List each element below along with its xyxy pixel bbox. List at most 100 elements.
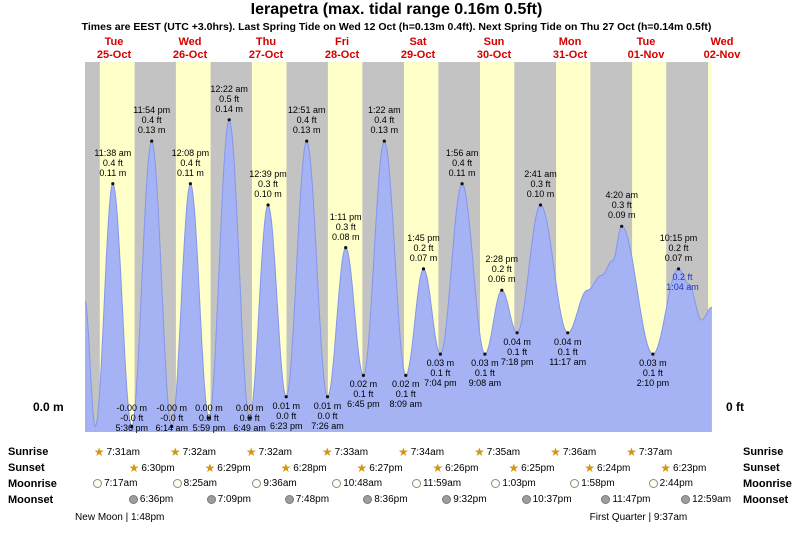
moonset-marker: 8:36pm	[363, 494, 408, 505]
high-tide-annotation: 1:45 pm 0.2 ft 0.07 m	[407, 232, 440, 263]
tide-extreme-dot	[566, 331, 570, 335]
moonset-icon	[128, 495, 138, 504]
sunrise-marker: ★ 7:33am	[322, 446, 368, 458]
moonset-marker: 7:48pm	[284, 494, 329, 505]
sunrise-marker: ★ 7:36am	[550, 446, 596, 458]
tide-extreme-dot	[651, 352, 655, 356]
high-tide-annotation: 10:15 pm 0.2 ft 0.07 m	[659, 232, 698, 263]
tide-extreme-dot	[344, 246, 348, 250]
moonset-icon	[521, 495, 531, 504]
y-axis-label-left: 0.0 m	[33, 400, 64, 414]
sunrise-star-icon: ★	[550, 445, 561, 459]
moonrise-marker: 1:58pm	[570, 478, 615, 489]
day-label: Tue 01-Nov	[627, 36, 665, 61]
sunset-time: 6:27pm	[369, 462, 403, 474]
tide-extreme-dot	[361, 373, 365, 377]
sunset-star-icon: ★	[128, 461, 140, 475]
sunrise-marker: ★ 7:32am	[246, 446, 292, 458]
low-tide-annotation: 0.04 m 0.1 ft 11:17 am	[549, 336, 587, 367]
sunset-marker: ★ 6:23pm	[660, 462, 706, 474]
sunrise-star-icon: ★	[245, 445, 257, 459]
moon-phase-event: New Moon | 1:48pm	[75, 512, 165, 523]
moonrise-time: 1:03pm	[502, 478, 536, 489]
low-tide-annotation: 0.03 m 0.1 ft 7:04 pm	[424, 358, 457, 389]
sunrise-marker: ★ 7:31am	[94, 446, 140, 458]
moonrise-icon	[252, 479, 262, 488]
moonrise-marker: 11:59am	[411, 478, 462, 489]
tide-extreme-dot	[266, 203, 270, 207]
moonrise-marker: 7:17am	[93, 478, 137, 489]
sunrise-star-icon: ★	[169, 445, 181, 459]
page-title: Ierapetra (max. tidal range 0.16m 0.5ft)	[250, 1, 543, 18]
sunrise-marker: ★ 7:32am	[170, 446, 216, 458]
moonset-marker: 12:59am	[681, 494, 731, 505]
tide-extreme-dot	[421, 267, 426, 271]
moonrise-time: 7:17am	[104, 478, 138, 489]
high-tide-annotation: 12:22 am 0.5 ft 0.14 m	[210, 83, 248, 114]
sunset-star-icon: ★	[660, 461, 671, 475]
low-tide-annotation: 0.03 m 0.1 ft 2:10 pm	[636, 358, 670, 389]
moonset-marker: 9:32pm	[442, 494, 487, 505]
tide-extreme-dot	[207, 416, 211, 420]
high-tide-annotation: 1:22 am 0.4 ft 0.13 m	[368, 105, 401, 136]
moonrise-icon	[570, 479, 580, 488]
tide-extreme-dot	[325, 395, 330, 399]
moonrise-marker: 2:44pm	[648, 478, 693, 489]
sunset-marker: ★ 6:28pm	[280, 462, 326, 474]
tide-extreme-dot	[305, 139, 309, 143]
moonrise-time: 9:36am	[263, 478, 297, 489]
day-label: Wed 02-Nov	[703, 36, 741, 61]
moonrise-icon	[172, 479, 182, 488]
moonset-icon	[442, 495, 452, 504]
row-label-sunrise-right: Sunrise	[743, 446, 784, 458]
moonset-time: 7:09pm	[217, 494, 251, 505]
sunset-marker: ★ 6:25pm	[508, 462, 554, 474]
moonrise-marker: 8:25am	[172, 478, 217, 489]
tide-extreme-dot	[150, 139, 154, 143]
low-tide-annotation: 0.01 m 0.0 ft 6:23 pm	[269, 400, 303, 431]
sunrise-star-icon: ★	[397, 445, 409, 459]
sunset-star-icon: ★	[508, 461, 520, 475]
moonset-time: 6:36pm	[139, 494, 174, 505]
high-tide-annotation: 12:08 pm 0.4 ft 0.11 m	[171, 147, 210, 178]
tide-extreme-dot	[382, 139, 386, 143]
sunrise-time: 7:32am	[182, 446, 216, 458]
tide-extreme-dot	[538, 203, 543, 207]
sunset-star-icon: ★	[356, 461, 368, 475]
high-tide-annotation: 12:39 pm 0.3 ft 0.10 m	[249, 169, 287, 199]
moonset-icon	[681, 495, 691, 504]
high-tide-annotation: 11:38 am 0.4 ft 0.11 m	[94, 147, 132, 178]
sunrise-time: 7:33am	[334, 446, 369, 458]
sunrise-time: 7:36am	[562, 446, 597, 458]
moonrise-time: 11:59am	[422, 478, 462, 489]
row-label-moonrise-right: Moonrise	[743, 478, 792, 490]
sunset-star-icon: ★	[432, 461, 444, 475]
high-tide-annotation: 2:28 pm 0.2 ft 0.06 m	[485, 254, 519, 285]
moonset-time: 12:59am	[692, 494, 732, 505]
moonrise-time: 10:48am	[343, 478, 383, 489]
sunrise-star-icon: ★	[93, 445, 105, 459]
high-tide-annotation: 2:41 am 0.3 ft 0.10 m	[524, 169, 557, 199]
moonrise-time: 8:25am	[183, 478, 217, 489]
high-tide-annotation: 12:51 am 0.4 ft 0.13 m	[287, 105, 326, 136]
moonrise-marker: 9:36am	[252, 478, 297, 489]
moonset-time: 10:37pm	[532, 494, 572, 505]
day-label: Sun 30-Oct	[476, 36, 512, 61]
tide-extreme-dot	[620, 224, 624, 228]
tide-area	[85, 119, 712, 432]
day-label: Mon 31-Oct	[552, 36, 588, 61]
chart-subtitle: Times are EEST (UTC +3.0hrs). Last Sprin…	[81, 21, 712, 33]
tide-extreme-dot	[130, 424, 134, 429]
moonset-marker: 7:09pm	[206, 494, 251, 505]
moonrise-icon	[332, 479, 342, 488]
tide-extreme-dot	[227, 118, 231, 122]
day-label: Thu 27-Oct	[248, 36, 284, 61]
sunset-marker: ★ 6:27pm	[356, 462, 402, 474]
tide-extreme-dot	[460, 182, 464, 186]
sunset-marker: ★ 6:26pm	[432, 462, 478, 474]
moonset-icon	[363, 495, 373, 504]
day-label: Wed 26-Oct	[172, 36, 208, 61]
moonset-marker: 6:36pm	[128, 494, 174, 505]
low-tide-annotation: -0.00 m -0.0 ft 6:14 am	[155, 403, 188, 433]
sunrise-time: 7:32am	[258, 446, 292, 458]
